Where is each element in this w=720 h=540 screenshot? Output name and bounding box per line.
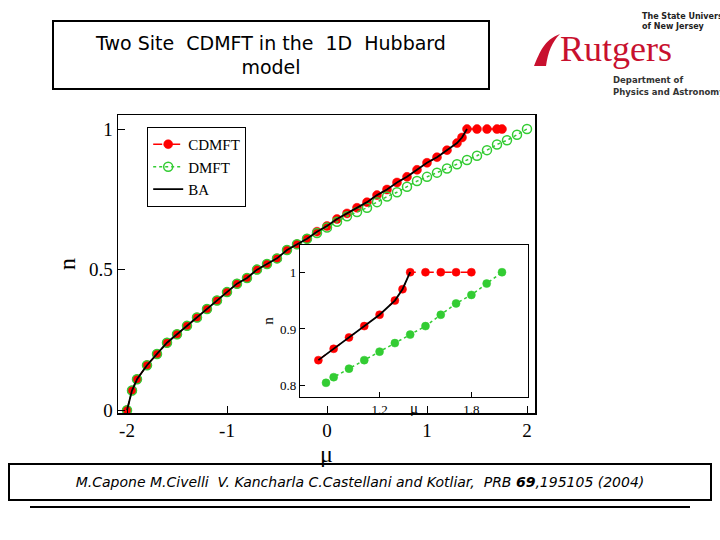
svg-text:μ: μ [410, 400, 418, 416]
svg-text:1: 1 [103, 119, 113, 140]
html-text:Two Site CDMFT in the 1D Hubba: Two Site CDMFT in the 1D Hubbard [96, 32, 446, 54]
svg-text:1: 1 [422, 420, 432, 441]
svg-text:1.8: 1.8 [463, 402, 479, 417]
svg-text:2: 2 [522, 420, 532, 441]
html-text:Rutgers: Rutgers [560, 29, 672, 69]
svg-text:0: 0 [322, 420, 332, 441]
svg-text:-2: -2 [119, 420, 135, 441]
svg-text:μ: μ [320, 441, 333, 468]
svg-text:0.9: 0.9 [280, 321, 296, 336]
svg-text:1.2: 1.2 [371, 402, 387, 417]
svg-text:0.8: 0.8 [280, 378, 296, 393]
svg-text:n: n [260, 317, 276, 325]
svg-text:BA: BA [188, 182, 209, 198]
svg-text:n: n [54, 258, 80, 270]
html-text:model: model [241, 56, 301, 78]
svg-text:1: 1 [290, 265, 297, 280]
html-text:M.Capone M.Civelli V. Kancharl: M.Capone M.Civelli V. Kancharla C.Castel… [75, 474, 645, 490]
svg-text:DMFT: DMFT [188, 160, 230, 176]
svg-text:CDMFT: CDMFT [188, 137, 240, 153]
svg-text:-1: -1 [219, 420, 235, 441]
svg-text:0: 0 [103, 400, 113, 421]
svg-text:0.5: 0.5 [89, 259, 113, 280]
